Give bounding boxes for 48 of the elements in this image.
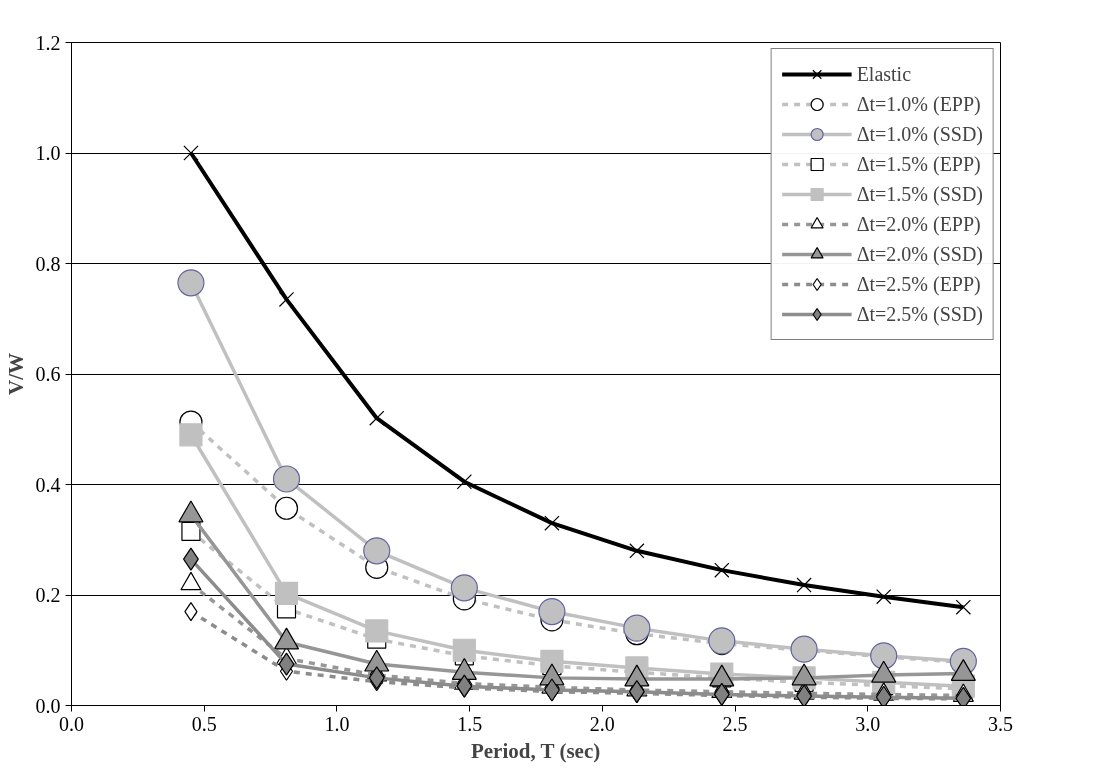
y-tick-label: 0.0 [35,694,61,717]
legend-label: Elastic [856,61,912,87]
y-axis-title: V/W [3,353,28,395]
point [183,145,199,161]
point [714,562,730,578]
y-tick-label: 0.2 [35,584,61,606]
point [796,577,812,593]
legend-label: Δt=2.5% (SSD) [856,301,983,328]
legend-label: Δt=2.0% (EPP) [856,211,981,238]
x-tick-label: 2.5 [722,712,748,735]
x-tick-label: 3.0 [855,712,881,735]
x-axis-title: Period, T (sec) [470,738,601,763]
legend-label: Δt=2.5% (EPP) [856,271,981,298]
point [876,588,892,605]
x-tick-label: 3.5 [988,712,1013,735]
point [629,543,645,559]
x-tick-label: 2.0 [589,712,615,735]
point [274,581,299,605]
y-tick-label: 1.0 [35,142,61,164]
point [272,465,301,493]
legend-label: Δt=2.0% (SSD) [856,241,983,268]
y-tick-label: 1.2 [35,31,61,54]
y-tick-label: 0.4 [35,473,61,496]
legend-label: Δt=1.5% (SSD) [856,181,983,208]
x-tick-label: 0.0 [59,712,84,735]
point [538,598,566,626]
x-tick-label: 0.5 [191,712,217,735]
x-tick-label: 1.0 [324,712,350,735]
legend-label: Δt=1.0% (EPP) [856,91,981,118]
point [179,423,203,447]
point [368,666,385,690]
point [278,652,295,676]
point [456,674,473,698]
point [544,515,560,531]
point [955,599,972,615]
point [365,619,389,643]
point [450,574,478,602]
point [452,638,476,662]
y-tick-label: 0.8 [35,252,61,275]
legend-label: Δt=1.0% (SSD) [856,121,983,148]
y-tick-label: 0.6 [35,363,61,385]
x-tick-label: 1.5 [457,712,483,735]
point [456,474,473,490]
legend-label: Δt=1.5% (EPP) [856,151,981,178]
point [363,537,391,565]
point [177,269,205,297]
point [708,627,736,655]
point [543,678,560,702]
